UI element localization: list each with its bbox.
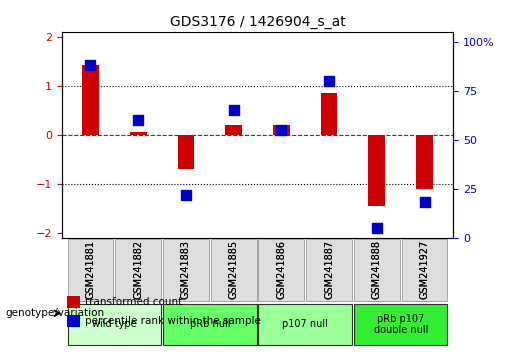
- Text: GSM241886: GSM241886: [277, 240, 286, 299]
- Point: [182, 192, 190, 197]
- Text: pRb null: pRb null: [190, 319, 230, 330]
- Text: wild type: wild type: [92, 319, 136, 330]
- Bar: [321, 93, 337, 135]
- Text: GSM241881: GSM241881: [85, 240, 95, 299]
- Bar: [82, 65, 99, 135]
- Bar: [225, 125, 242, 135]
- FancyBboxPatch shape: [115, 239, 161, 301]
- Text: GSM241927: GSM241927: [420, 240, 430, 299]
- Text: pRb p107
double null: pRb p107 double null: [373, 314, 428, 335]
- Point: [420, 200, 428, 205]
- Title: GDS3176 / 1426904_s_at: GDS3176 / 1426904_s_at: [169, 16, 346, 29]
- FancyBboxPatch shape: [354, 239, 400, 301]
- Text: GSM241886: GSM241886: [277, 240, 286, 299]
- Text: transformed count: transformed count: [85, 297, 182, 307]
- Text: GSM241883: GSM241883: [181, 240, 191, 299]
- Bar: [178, 135, 194, 169]
- Bar: [416, 135, 433, 189]
- Text: GSM241888: GSM241888: [372, 240, 382, 299]
- Text: GSM241887: GSM241887: [324, 240, 334, 299]
- Text: GSM241885: GSM241885: [229, 240, 238, 299]
- Text: GSM241882: GSM241882: [133, 240, 143, 299]
- FancyBboxPatch shape: [67, 304, 161, 345]
- Point: [230, 107, 238, 113]
- Text: p107 null: p107 null: [282, 319, 328, 330]
- Text: GSM241882: GSM241882: [133, 240, 143, 299]
- Bar: [130, 132, 147, 135]
- FancyBboxPatch shape: [67, 239, 113, 301]
- Point: [277, 127, 285, 133]
- Bar: [368, 135, 385, 206]
- Text: GSM241887: GSM241887: [324, 240, 334, 299]
- Text: genotype/variation: genotype/variation: [5, 308, 104, 318]
- Point: [325, 78, 333, 84]
- FancyBboxPatch shape: [259, 304, 352, 345]
- Point: [373, 225, 381, 231]
- Bar: [273, 125, 290, 135]
- FancyBboxPatch shape: [306, 239, 352, 301]
- FancyBboxPatch shape: [402, 239, 448, 301]
- FancyBboxPatch shape: [259, 239, 304, 301]
- FancyBboxPatch shape: [211, 239, 256, 301]
- Text: percentile rank within the sample: percentile rank within the sample: [85, 316, 261, 326]
- Text: GSM241883: GSM241883: [181, 240, 191, 299]
- Point: [87, 62, 95, 68]
- Text: GSM241885: GSM241885: [229, 240, 238, 299]
- Text: GSM241927: GSM241927: [420, 240, 430, 299]
- Text: GSM241888: GSM241888: [372, 240, 382, 299]
- Point: [134, 117, 142, 123]
- FancyBboxPatch shape: [354, 304, 448, 345]
- FancyBboxPatch shape: [163, 304, 256, 345]
- FancyBboxPatch shape: [163, 239, 209, 301]
- Text: GSM241881: GSM241881: [85, 240, 95, 299]
